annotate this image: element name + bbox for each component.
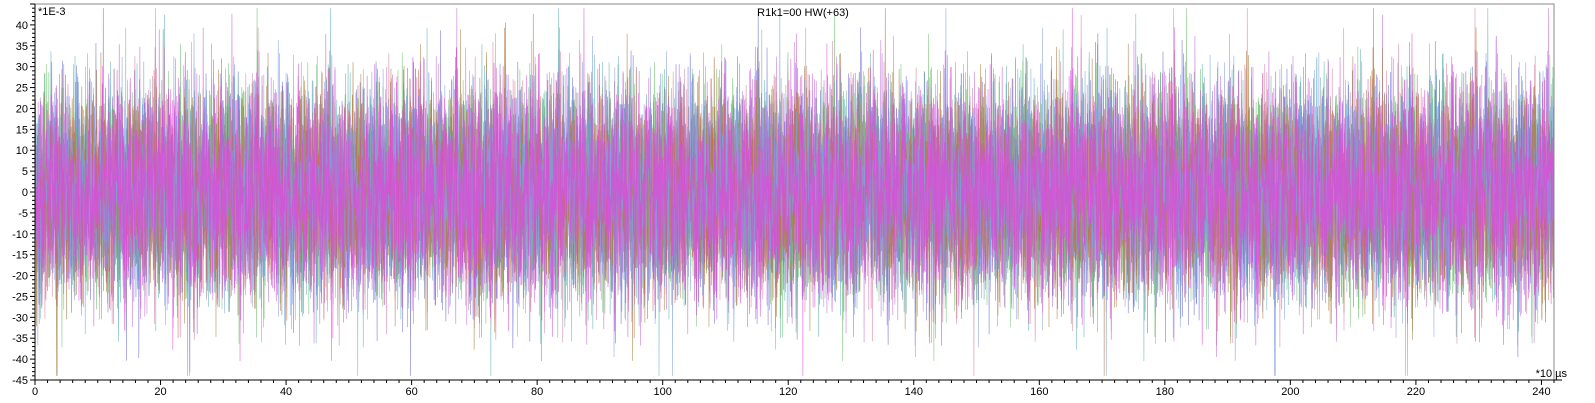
- y-tick-label: 30: [16, 62, 28, 74]
- y-tick-label: -45: [12, 375, 28, 387]
- x-unit-label: *10 µs: [1536, 368, 1568, 380]
- y-tick-label: -25: [12, 291, 28, 303]
- y-tick-label: 5: [22, 166, 28, 178]
- x-tick-label: 40: [280, 386, 292, 398]
- trace-line-7: [34, 8, 1555, 376]
- x-tick-label: 220: [1407, 386, 1425, 398]
- y-tick-label: -5: [18, 208, 28, 220]
- y-tick-label: 15: [16, 124, 28, 136]
- y-tick-label: 40: [16, 20, 28, 32]
- y-tick-label: -15: [12, 250, 28, 262]
- y-unit-label: *1E-3: [38, 6, 66, 18]
- x-tick-label: 140: [905, 386, 923, 398]
- y-tick-label: 25: [16, 83, 28, 95]
- x-tick-label: 0: [32, 386, 38, 398]
- x-tick-label: 20: [154, 386, 166, 398]
- x-tick-label: 100: [654, 386, 672, 398]
- y-tick-label: -35: [12, 333, 28, 345]
- x-tick-label: 80: [531, 386, 543, 398]
- x-tick-label: 60: [405, 386, 417, 398]
- y-tick-label: -30: [12, 312, 28, 324]
- y-tick-label: -10: [12, 229, 28, 241]
- y-tick-label: 35: [16, 41, 28, 53]
- x-tick-label: 120: [779, 386, 797, 398]
- axes-layer: [30, 3, 1562, 385]
- x-tick-label: 180: [1156, 386, 1174, 398]
- y-tick-label: -20: [12, 271, 28, 283]
- labels-layer: *1E-3 R1k1=00 HW(+63) *10 µs 0 20 40 60 80 10…: [12, 6, 1567, 398]
- x-tick-label: 200: [1281, 386, 1299, 398]
- y-tick-label: -40: [12, 354, 28, 366]
- x-tick-label: 240: [1532, 386, 1550, 398]
- y-tick-label: 10: [16, 145, 28, 157]
- x-tick-label: 160: [1030, 386, 1048, 398]
- trace-line-8: [34, 8, 1555, 376]
- y-tick-label: 0: [22, 187, 28, 199]
- traces-layer: [34, 8, 1555, 376]
- y-tick-label: 20: [16, 103, 28, 115]
- chart-title: R1k1=00 HW(+63): [757, 7, 849, 19]
